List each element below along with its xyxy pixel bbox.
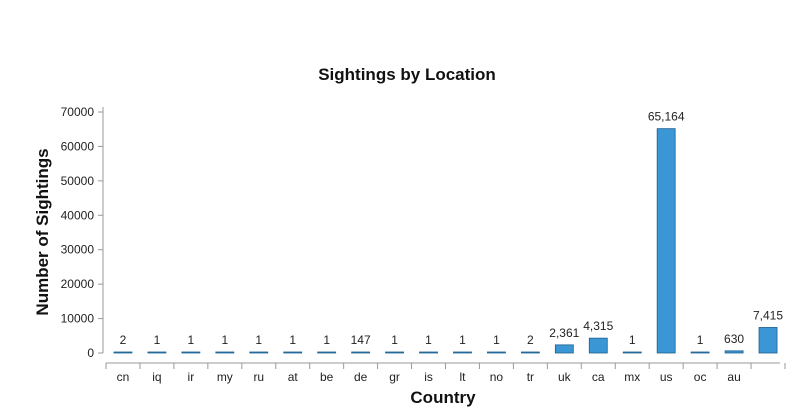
y-axis: 0 10000 20000 30000 40000 50000 60000 70000 xyxy=(61,105,104,360)
bar xyxy=(181,351,201,354)
bar-value-label: 1 xyxy=(391,333,398,347)
bar-value-label: 2 xyxy=(527,333,534,347)
bar-value-label: 1 xyxy=(629,333,636,347)
bar xyxy=(724,350,744,354)
y-tick-label: 60000 xyxy=(61,139,95,153)
x-tick-label: at xyxy=(288,370,299,384)
bar xyxy=(622,351,642,354)
x-tick-label: mx xyxy=(624,370,640,384)
bar-value-label: 4,315 xyxy=(583,319,613,333)
bar-value-label: 1 xyxy=(221,333,228,347)
y-tick-label: 70000 xyxy=(61,105,95,119)
bar xyxy=(520,351,540,354)
bar xyxy=(554,344,574,354)
y-tick-label: 0 xyxy=(87,346,94,360)
x-tick-label: uk xyxy=(558,370,572,384)
bar-value-label: 2,361 xyxy=(549,326,579,340)
x-tick-label: is xyxy=(424,370,433,384)
x-tick-label: de xyxy=(354,370,368,384)
bar xyxy=(351,351,371,354)
bar-value-label: 1 xyxy=(188,333,195,347)
y-tick-label: 50000 xyxy=(61,174,95,188)
bar xyxy=(656,128,676,354)
bar xyxy=(690,351,710,354)
x-tick-label: ru xyxy=(253,370,264,384)
x-tick-label: no xyxy=(490,370,504,384)
x-tick-label: cn xyxy=(117,370,130,384)
x-tick-label: be xyxy=(320,370,334,384)
x-axis-title: Country xyxy=(410,388,476,407)
data-labels: 2 1 1 1 1 1 1 147 1 1 1 1 2 2,361 4,315 1 65,164 1 630 7,41… xyxy=(120,110,784,347)
bar-value-label: 1 xyxy=(255,333,262,347)
bar xyxy=(419,351,438,354)
bar xyxy=(385,351,404,354)
bar-value-label: 65,164 xyxy=(648,110,685,124)
bar xyxy=(113,351,133,354)
bar-value-label: 1 xyxy=(425,333,432,347)
bar xyxy=(147,351,167,354)
y-tick-label: 10000 xyxy=(61,312,95,326)
y-tick-label: 30000 xyxy=(61,243,95,257)
bar xyxy=(283,351,303,354)
bar-value-label: 1 xyxy=(323,333,330,347)
y-tick-label: 20000 xyxy=(61,277,95,291)
bar-value-label: 1 xyxy=(289,333,296,347)
bar xyxy=(487,351,506,354)
x-tick-label: tr xyxy=(527,370,534,384)
bar-value-label: 1 xyxy=(154,333,161,347)
y-axis-title: Number of Sightings xyxy=(33,148,52,315)
x-tick-label: ca xyxy=(592,370,605,384)
x-tick-label: us xyxy=(660,370,673,384)
bar-value-label: 1 xyxy=(493,333,500,347)
bar-value-label: 2 xyxy=(120,333,127,347)
chart-title: Sightings by Location xyxy=(318,65,496,84)
x-tick-label: au xyxy=(727,370,740,384)
bar xyxy=(588,337,608,354)
bar-value-label: 1 xyxy=(697,333,704,347)
bar xyxy=(215,351,235,354)
bar xyxy=(758,327,778,354)
bar-value-label: 7,415 xyxy=(753,308,783,322)
y-tick-label: 40000 xyxy=(61,208,95,222)
bar xyxy=(249,351,269,354)
bar-value-label: 630 xyxy=(724,332,744,346)
x-tick-label: lt xyxy=(459,370,466,384)
bar-value-label: 147 xyxy=(351,333,371,347)
x-tick-label: gr xyxy=(389,370,400,384)
x-tick-label: oc xyxy=(694,370,707,384)
bar-value-label: 1 xyxy=(459,333,466,347)
bar xyxy=(453,351,472,354)
x-axis: cn iq ir my ru at be de gr is lt no tr uk ca mx us oc au xyxy=(105,362,786,384)
bar xyxy=(317,351,337,354)
x-tick-label: my xyxy=(217,370,233,384)
x-tick-label: iq xyxy=(152,370,161,384)
bars xyxy=(113,128,778,354)
x-tick-label: ir xyxy=(188,370,195,384)
